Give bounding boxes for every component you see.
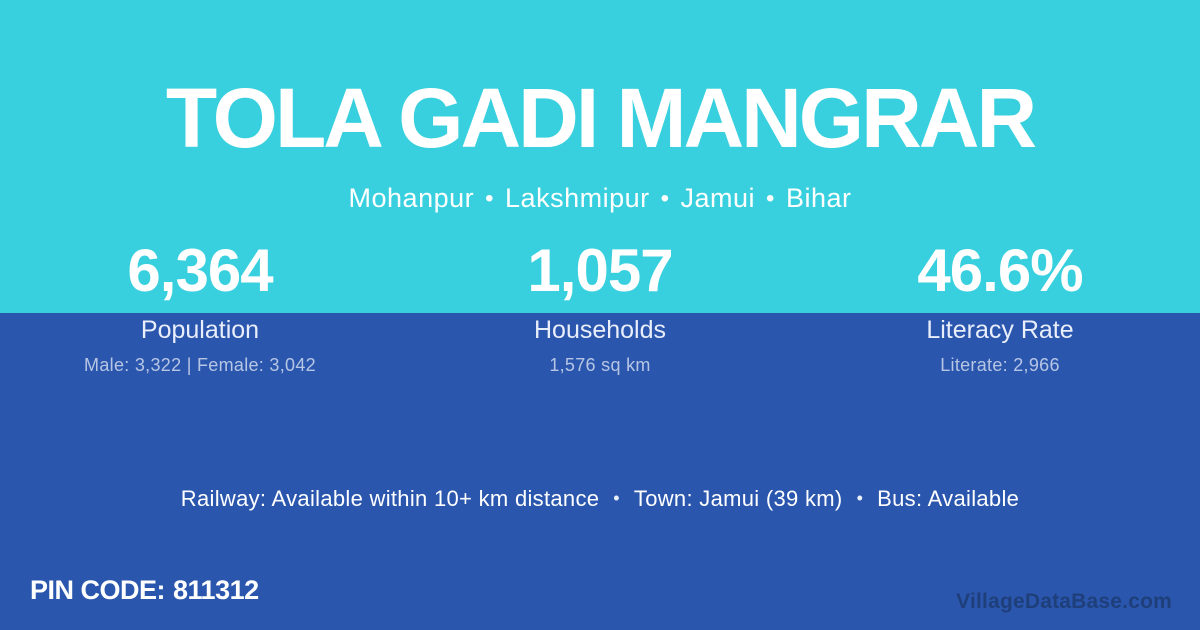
header-background: [0, 0, 1200, 313]
stats-row: 6,364 Population Male: 3,322 | Female: 3…: [0, 238, 1200, 376]
stat-households: 1,057 Households 1,576 sq km: [400, 238, 800, 376]
town-info: Town: Jamui (39 km): [633, 486, 843, 511]
railway-info: Railway: Available within 10+ km distanc…: [180, 486, 600, 511]
literacy-detail: Literate: 2,966: [940, 355, 1060, 375]
breadcrumb-separator: •: [660, 185, 670, 212]
literacy-label: Literacy Rate: [926, 316, 1074, 344]
population-label: Population: [140, 316, 260, 344]
transport-info: Railway: Available within 10+ km distanc…: [0, 486, 1200, 512]
literacy-value: 46.6%: [917, 237, 1083, 304]
breadcrumb-item-block: Mohanpur: [348, 183, 475, 213]
breadcrumb: Mohanpur • Lakshmipur • Jamui • Bihar: [0, 183, 1200, 214]
body-background: [0, 313, 1200, 630]
stat-population: 6,364 Population Male: 3,322 | Female: 3…: [0, 238, 400, 376]
households-label: Households: [533, 316, 667, 344]
page-title: TOLA GADI MANGRAR: [165, 71, 1037, 165]
transport-separator: •: [856, 488, 864, 508]
pin-code-value: 811312: [173, 575, 259, 605]
population-detail: Male: 3,322 | Female: 3,042: [84, 355, 316, 375]
transport-separator: •: [613, 488, 620, 508]
stat-literacy: 46.6% Literacy Rate Literate: 2,966: [800, 238, 1200, 376]
pin-code-label: PIN CODE:: [30, 575, 166, 605]
bus-info: Bus: Available: [877, 486, 1020, 511]
population-value: 6,364: [127, 237, 273, 304]
pin-code: PIN CODE: 811312: [30, 575, 259, 606]
households-detail: 1,576 sq km: [549, 355, 651, 375]
households-value: 1,057: [527, 237, 673, 304]
breadcrumb-separator: •: [485, 185, 495, 212]
breadcrumb-item-district: Jamui: [680, 183, 756, 213]
breadcrumb-item-subdistrict: Lakshmipur: [505, 183, 650, 213]
breadcrumb-item-state: Bihar: [785, 183, 852, 213]
watermark: VillageDataBase.com: [956, 590, 1172, 613]
breadcrumb-separator: •: [766, 185, 775, 212]
